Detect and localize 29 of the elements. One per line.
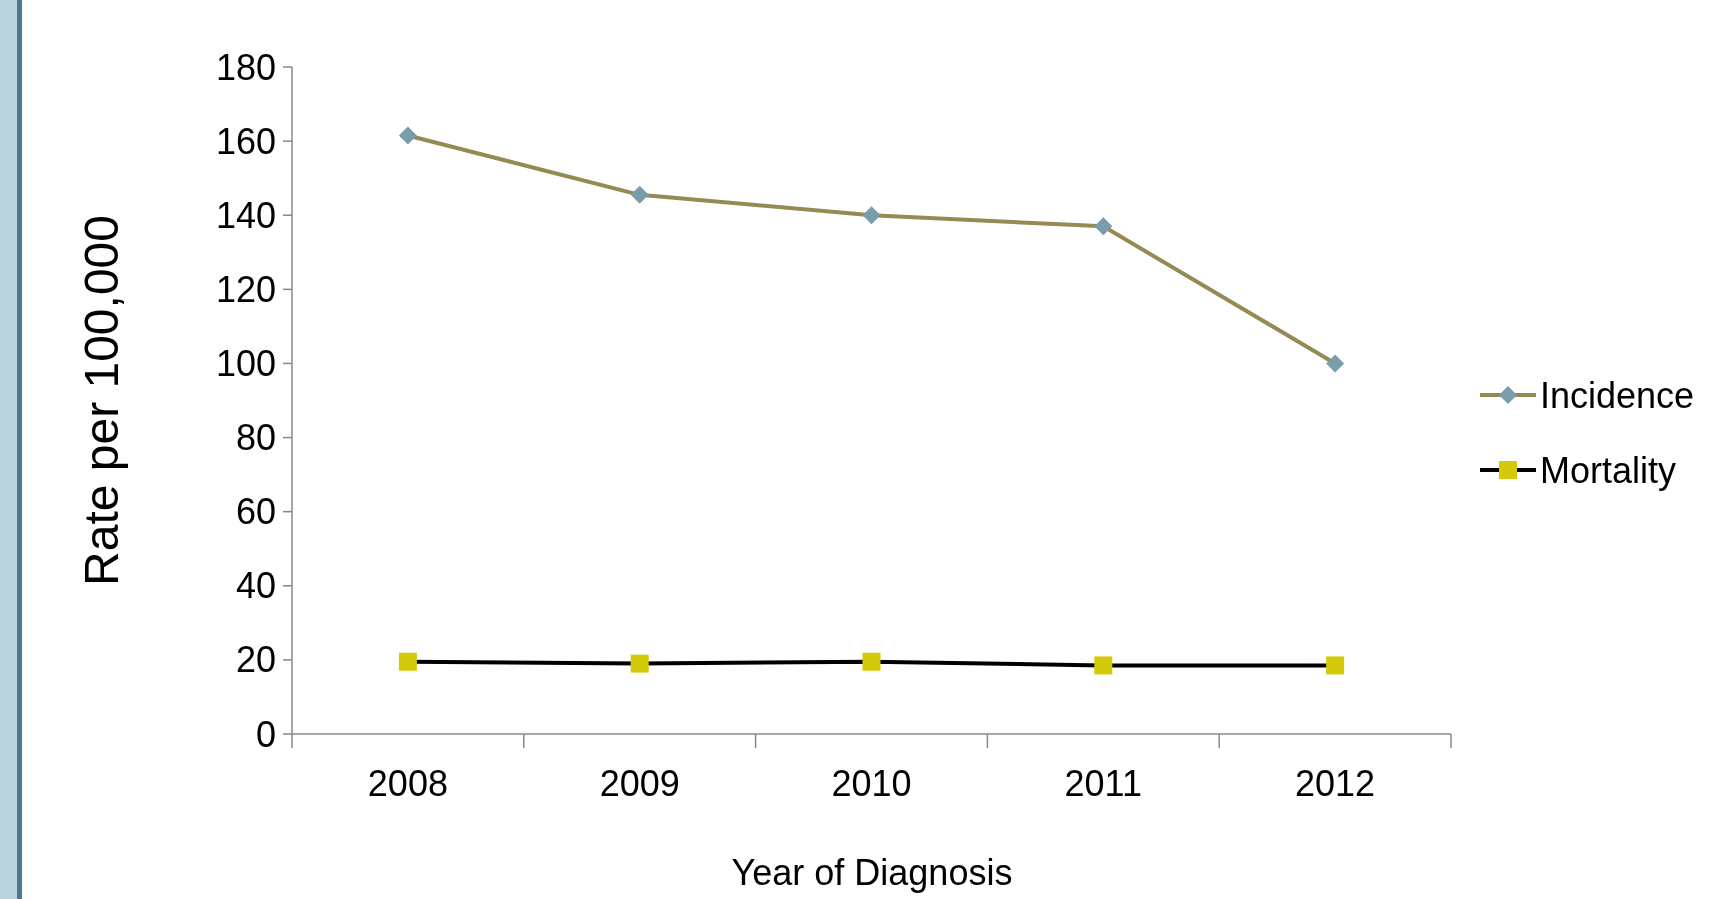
x-tick-label: 2009	[599, 763, 680, 804]
point	[1094, 656, 1113, 675]
y-tick-label: 40	[235, 565, 276, 607]
legend-label: Mortality	[1540, 449, 1677, 491]
y-tick-label: 0	[255, 713, 276, 755]
y-tick-label: 20	[235, 639, 276, 681]
y-tick-label: 160	[215, 120, 276, 162]
x-axis-title: Year of Diagnosis	[731, 852, 1013, 893]
x-tick-label: 2012	[1295, 763, 1376, 804]
y-tick-label: 60	[235, 491, 276, 533]
x-tick-label: 2010	[831, 763, 912, 804]
y-axis-title: Rate per 100,000	[75, 215, 128, 586]
point	[1326, 656, 1345, 675]
y-tick-label: 140	[215, 194, 276, 236]
point	[398, 652, 417, 671]
point	[1094, 217, 1113, 236]
point	[630, 185, 649, 204]
point	[630, 654, 649, 673]
point	[398, 126, 417, 145]
x-tick-label: 2011	[1064, 763, 1143, 804]
point	[862, 206, 881, 225]
y-tick-label: 180	[215, 46, 276, 88]
point	[1326, 354, 1345, 373]
x-tick-label: 2008	[367, 763, 448, 804]
y-tick-label: 100	[215, 342, 276, 384]
y-tick-label: 80	[235, 417, 276, 459]
point	[862, 652, 881, 671]
legend-label: Incidence	[1540, 374, 1695, 416]
y-tick-label: 120	[215, 268, 276, 310]
